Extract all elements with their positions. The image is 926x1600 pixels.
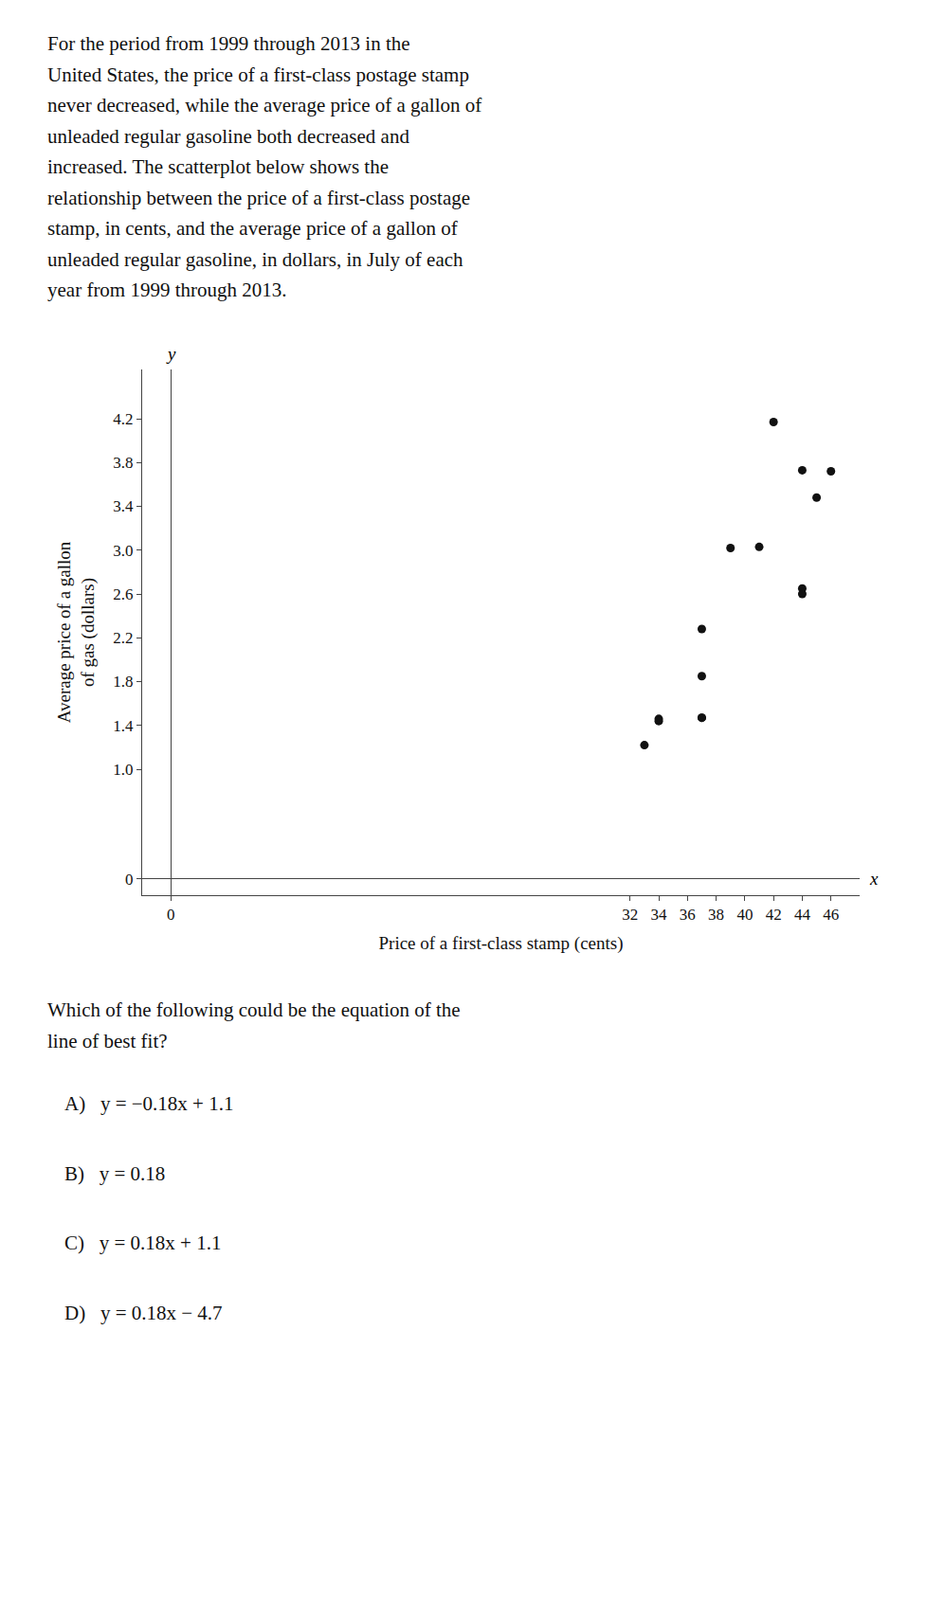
svg-text:3.0: 3.0 [112,542,133,561]
html-text:A) y = −0.18x + 1.1: A) y = −0.18x + 1.1 [64,1092,234,1116]
svg-text:4.2: 4.2 [112,410,133,429]
svg-text:32: 32 [621,906,638,925]
svg-text:Price of a first-class stamp (: Price of a first-class stamp (cents) [379,933,624,955]
svg-text:42: 42 [765,906,782,925]
html-text:Which of the following could b: Which of the following could be the equa… [47,998,461,1053]
svg-text:40: 40 [736,906,753,925]
svg-text:2.2: 2.2 [112,629,133,648]
svg-text:44: 44 [794,906,812,925]
svg-text:0: 0 [125,871,134,890]
svg-text:x: x [869,869,879,890]
html-text:D) y = 0.18x − 4.7: D) y = 0.18x − 4.7 [64,1301,223,1325]
html-text:B) y = 0.18: B) y = 0.18 [64,1162,166,1186]
svg-text:3.8: 3.8 [112,453,133,473]
svg-text:0: 0 [166,906,176,925]
svg-text:34: 34 [651,906,669,925]
html-text:For the period from 1999 throu: For the period from 1999 through 2013 in… [47,32,482,302]
html-text:C) y = 0.18x + 1.1: C) y = 0.18x + 1.1 [64,1232,222,1255]
svg-text:1.0: 1.0 [112,761,133,780]
svg-text:y: y [165,344,177,364]
svg-text:2.6: 2.6 [112,585,133,604]
svg-text:1.4: 1.4 [112,717,134,736]
svg-text:38: 38 [708,906,725,925]
svg-text:3.4: 3.4 [112,497,134,516]
svg-text:36: 36 [679,906,696,925]
svg-text:46: 46 [822,906,839,925]
svg-text:1.8: 1.8 [112,672,133,691]
svg-text:Average price of a gallonof ga: Average price of a gallonof gas (dollars… [54,541,99,724]
